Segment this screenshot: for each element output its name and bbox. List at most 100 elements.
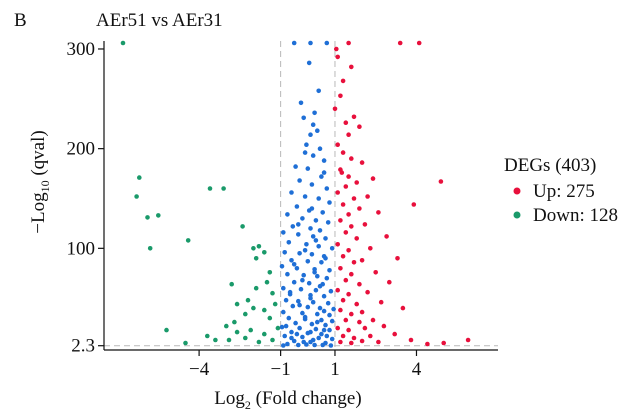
data-point-up [346, 212, 351, 217]
data-point-ns [283, 323, 289, 329]
data-point-ns [304, 242, 309, 247]
data-point-up [357, 206, 362, 211]
data-point-ns [293, 320, 298, 326]
data-point-up [365, 194, 370, 199]
x-axis-label: Log2 (Fold change) [214, 388, 361, 412]
data-point-ns [313, 218, 319, 223]
data-point-ns [319, 174, 324, 179]
data-point-ns [316, 88, 322, 94]
data-point-up [357, 124, 362, 129]
data-point-down [183, 340, 188, 346]
data-point-down [221, 186, 226, 191]
data-point-ns [297, 302, 302, 308]
data-points [120, 40, 471, 348]
data-point-ns [315, 311, 320, 317]
data-point-ns [309, 321, 315, 327]
data-point-up [357, 281, 362, 287]
data-point-up [340, 150, 346, 155]
data-point-ns [306, 280, 312, 286]
data-point-up [335, 325, 341, 331]
data-point-down [156, 213, 161, 218]
data-point-ns [327, 312, 332, 318]
data-point-ns [324, 333, 330, 339]
data-point-ns [306, 60, 312, 66]
data-point-ns [300, 334, 305, 340]
data-point-up [349, 340, 354, 346]
data-point-down [251, 305, 256, 311]
data-point-up [346, 40, 351, 46]
data-point-ns [286, 240, 292, 245]
data-point-down [234, 301, 240, 307]
data-point-up [370, 317, 376, 323]
data-point-ns [289, 258, 294, 263]
data-point-ns [312, 110, 317, 116]
data-point-up [354, 180, 360, 185]
data-point-up [381, 323, 387, 329]
legend-marker-down [513, 211, 521, 219]
data-point-ns [302, 194, 308, 199]
data-point-down [185, 238, 191, 243]
legend-title: DEGs (403) [504, 155, 596, 176]
data-point-up [340, 78, 346, 84]
data-point-up [335, 54, 341, 60]
data-point-ns [301, 339, 307, 345]
data-point-ns [321, 158, 327, 163]
data-point-up [338, 307, 343, 313]
data-point-up [346, 132, 351, 137]
data-point-ns [308, 295, 313, 301]
data-point-ns [281, 343, 286, 348]
data-point-ns [308, 40, 313, 46]
data-point-up [400, 305, 406, 311]
data-point-ns [287, 289, 293, 295]
data-point-up [349, 224, 354, 229]
data-point-ns [289, 329, 294, 335]
data-point-ns [300, 310, 305, 316]
data-point-up [368, 246, 373, 251]
data-point-ns [304, 142, 309, 147]
data-point-down [240, 224, 245, 229]
x-tick-label: −1 [271, 359, 291, 380]
legend-label-down: Down: 128 [533, 205, 618, 226]
data-point-ns [301, 115, 307, 121]
data-point-up [338, 339, 343, 345]
data-point-ns [312, 342, 317, 348]
data-point-up [334, 46, 339, 52]
data-point-up [354, 236, 360, 241]
data-point-up [465, 337, 471, 343]
data-point-down [275, 325, 281, 331]
data-point-ns [324, 40, 330, 46]
chart-title: AEr51 vs AEr31 [96, 10, 223, 31]
data-point-up [343, 184, 349, 189]
data-point-ns [309, 252, 315, 257]
data-point-up [351, 196, 357, 201]
data-point-up [368, 333, 373, 339]
data-point-ns [310, 234, 316, 239]
y-tick-label: 100 [67, 238, 96, 259]
data-point-down [251, 246, 256, 251]
data-point-up [346, 174, 351, 179]
data-point-ns [328, 343, 334, 348]
data-point-up [384, 234, 389, 239]
data-point-down [253, 285, 259, 291]
data-point-down [137, 175, 142, 180]
data-point-ns [308, 226, 313, 231]
data-point-ns [319, 317, 324, 323]
data-point-ns [310, 153, 316, 158]
data-point-ns [323, 255, 328, 261]
data-point-ns [315, 128, 320, 133]
data-point-ns [319, 331, 324, 337]
data-point-up [335, 190, 341, 195]
data-point-down [226, 337, 232, 343]
data-point-ns [296, 222, 301, 227]
data-point-up [359, 258, 365, 263]
data-point-down [234, 329, 240, 335]
data-point-up [365, 289, 370, 295]
data-point-up [359, 160, 365, 165]
data-point-ns [321, 308, 327, 314]
data-point-ns [315, 319, 320, 325]
data-point-up [339, 170, 345, 175]
data-point-up [370, 176, 376, 181]
data-point-up [416, 40, 422, 46]
data-point-ns [290, 303, 296, 309]
data-point-down [243, 335, 248, 341]
